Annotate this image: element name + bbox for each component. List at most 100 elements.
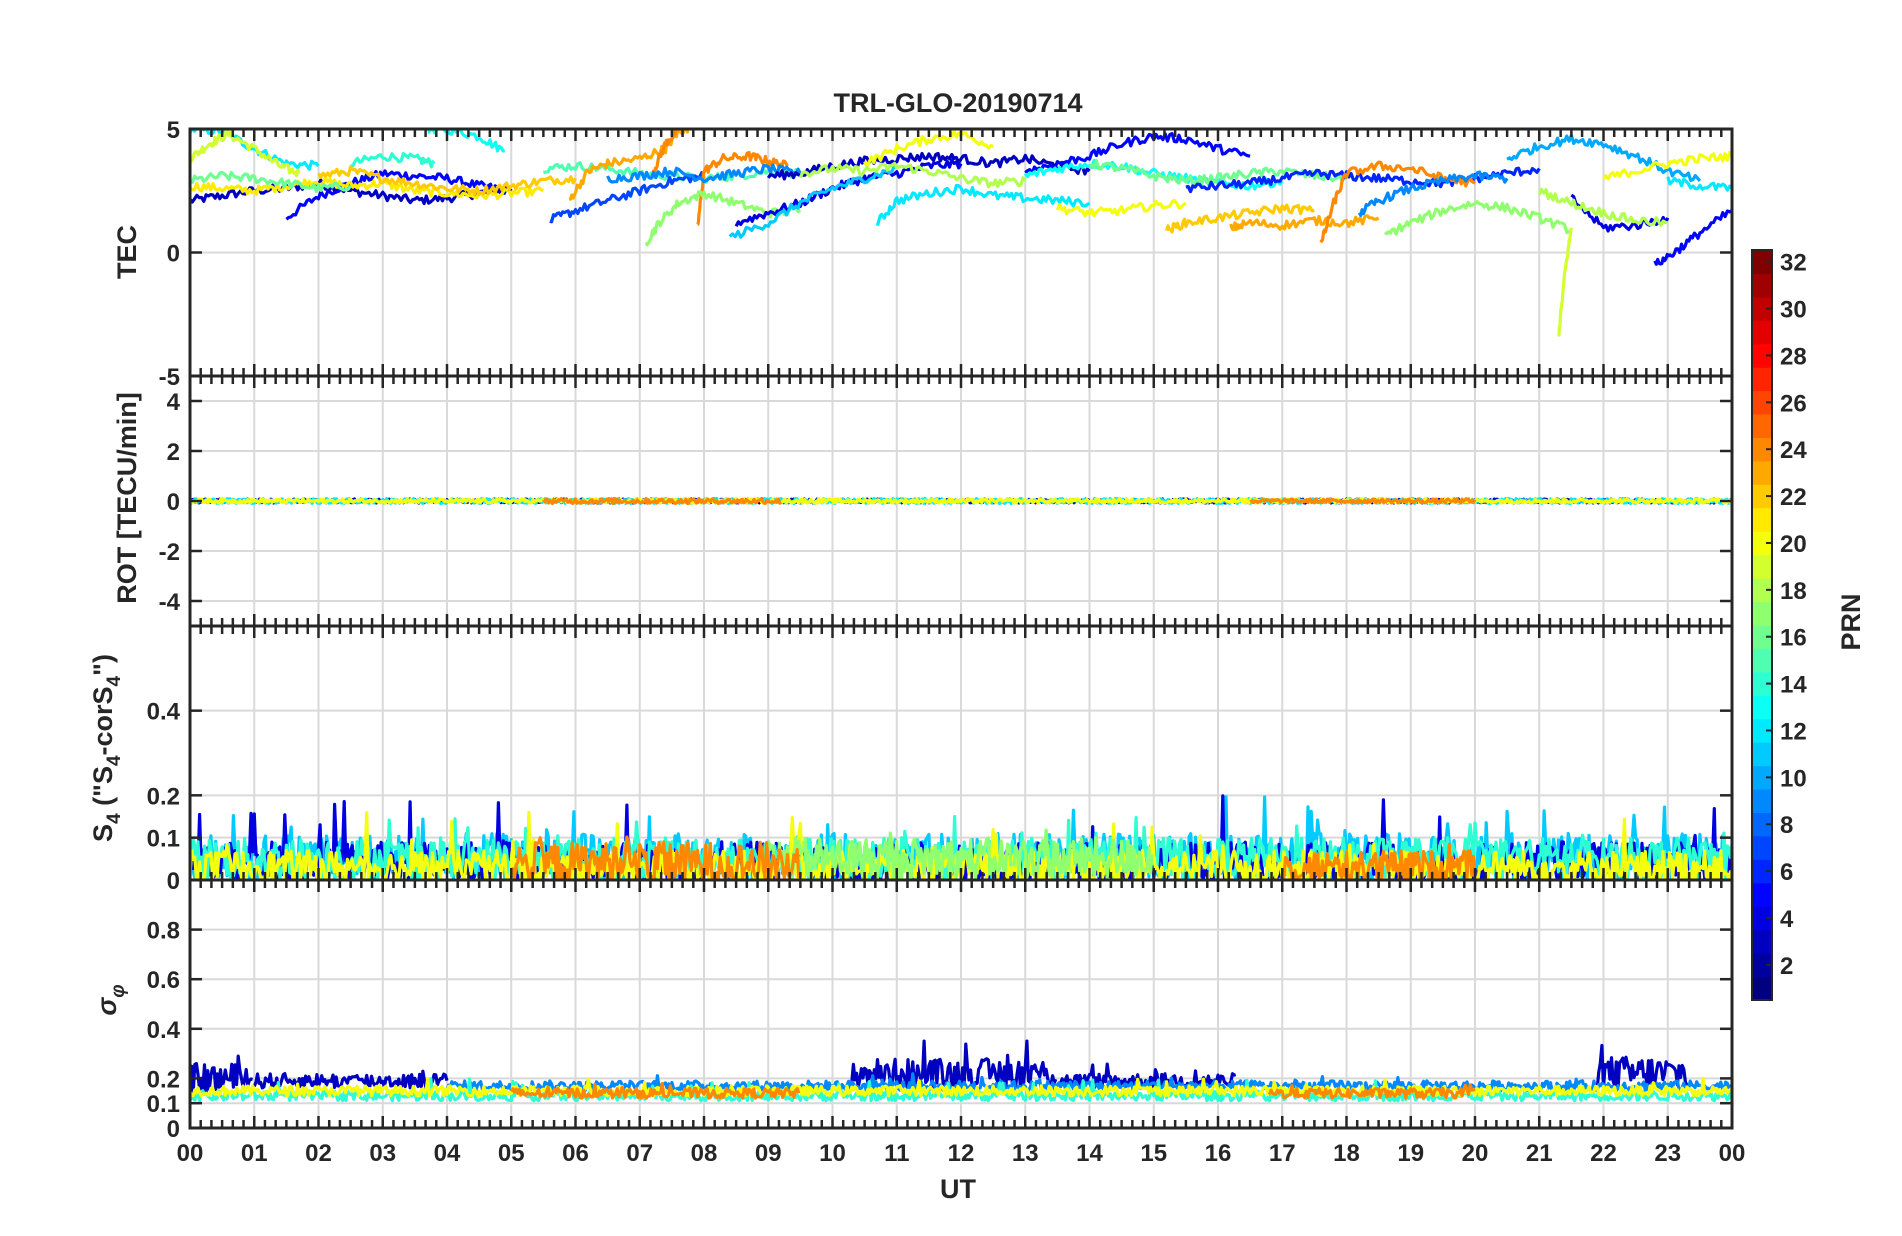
colorbar-segment <box>1752 718 1772 743</box>
series-line-prn-3 <box>850 1039 1058 1090</box>
sigma-label-sub: φ <box>108 984 129 997</box>
colorbar-segment <box>1752 414 1772 438</box>
y-tick-label: 0.4 <box>147 1017 181 1044</box>
series-line-prn-14 <box>350 152 436 169</box>
colorbar-segment <box>1752 695 1772 720</box>
series-line-prn-3 <box>190 1054 253 1095</box>
series-line-prn-20 <box>1055 198 1187 218</box>
y-tick-label: 0 <box>167 868 180 895</box>
tec-y-axis-label: TEC <box>112 225 142 279</box>
y-tick-label: 0.1 <box>147 826 180 853</box>
x-tick-label: 05 <box>498 1140 525 1167</box>
x-axis-label: UT <box>940 1174 976 1204</box>
x-tick-label: 10 <box>819 1140 846 1167</box>
series-line-prn-17 <box>766 828 1154 880</box>
x-tick-label: 07 <box>626 1140 653 1167</box>
x-tick-label: 12 <box>948 1140 975 1167</box>
colorbar-segment <box>1752 601 1772 626</box>
colorbar-tick-label: 18 <box>1780 578 1807 605</box>
series-line-prn-24 <box>509 1082 801 1100</box>
colorbar-segment <box>1752 929 1772 954</box>
colorbar-tick-label: 4 <box>1780 906 1794 933</box>
x-tick-label: 19 <box>1397 1140 1424 1167</box>
y-tick-label: 0.2 <box>147 783 180 810</box>
series-line-prn-24 <box>510 835 801 880</box>
series-line-prn-3 <box>252 1069 449 1090</box>
colorbar-segment <box>1752 390 1772 415</box>
data-series-group <box>190 1039 1732 1103</box>
y-tick-label: 0.8 <box>147 918 180 945</box>
series-line-prn-23 <box>568 129 692 202</box>
series-line-prn-12 <box>1666 176 1732 192</box>
y-tick-label: 0.4 <box>147 699 181 726</box>
colorbar-tick-label: 6 <box>1780 859 1793 886</box>
colorbar-segment <box>1752 953 1772 978</box>
sigma-label-main: σ <box>92 997 122 1016</box>
series-line-prn-12 <box>875 183 1091 227</box>
x-tick-label: 23 <box>1654 1140 1681 1167</box>
data-series-group <box>190 496 1732 506</box>
rot-panel: 4 2 0 -2 -4 <box>159 374 1734 628</box>
colorbar-segment <box>1752 789 1772 813</box>
y-tick-label: 0 <box>167 1116 180 1143</box>
y-tick-label: 0.6 <box>147 967 180 994</box>
colorbar-segment <box>1752 648 1772 673</box>
colorbar-segment <box>1752 484 1772 509</box>
colorbar-segment <box>1752 507 1772 532</box>
colorbar-tick-label: 24 <box>1780 437 1807 464</box>
rot-y-axis-label: ROT [TECU/min] <box>112 392 142 603</box>
y-tick-label: -4 <box>159 589 181 616</box>
s4-label-tail: -corS <box>88 686 118 755</box>
colorbar-segment <box>1752 343 1772 368</box>
series-line-prn-20 <box>863 130 994 169</box>
series-line-prn-19 <box>190 129 301 178</box>
colorbar-segment <box>1752 273 1772 298</box>
colorbar-segment <box>1752 625 1772 649</box>
colorbar-label: PRN <box>1836 593 1866 650</box>
y-tick-label: 4 <box>167 389 181 416</box>
series-line-prn-9 <box>606 163 802 184</box>
series-line-prn-19 <box>1557 227 1573 337</box>
s4-label-main: S <box>88 824 118 842</box>
s4-label-sub2: 4 <box>104 755 125 766</box>
series-line-prn-20 <box>190 1076 1732 1098</box>
y-tick-label: 2 <box>167 439 180 466</box>
x-tick-label: 06 <box>562 1140 589 1167</box>
colorbar-segment <box>1752 578 1772 603</box>
prn-colorbar: 32 30 28 26 24 22 20 18 16 14 12 10 8 6 4 2 <box>1751 249 1807 1001</box>
colorbar-tick-label: 10 <box>1780 765 1807 792</box>
colorbar-segment <box>1752 460 1772 485</box>
series-line-prn-7 <box>549 171 706 224</box>
x-tick-label: 11 <box>884 1140 909 1167</box>
series-line-prn-3 <box>1595 1043 1689 1091</box>
x-tick-label: 02 <box>305 1140 332 1167</box>
sigma-y-axis-label: σφ <box>92 984 129 1015</box>
x-tick-label: 00 <box>177 1140 204 1167</box>
s4-panel: 0.4 0.2 0.1 0 <box>147 624 1734 895</box>
series-line-prn-20 <box>1602 150 1732 181</box>
series-line-prn-16 <box>190 170 352 193</box>
x-tick-label: 00 <box>1719 1140 1746 1167</box>
colorbar-segment <box>1752 882 1772 907</box>
colorbar-tick-label: 16 <box>1780 625 1807 652</box>
y-tick-label: 5 <box>167 117 180 144</box>
series-line-prn-17 <box>1384 200 1573 236</box>
series-line-prn-9 <box>1357 170 1509 217</box>
y-tick-label: 0.2 <box>147 1066 180 1093</box>
x-tick-label: 09 <box>755 1140 782 1167</box>
y-tick-label: 0.1 <box>147 1091 180 1118</box>
colorbar-segment <box>1752 320 1772 345</box>
series-line-prn-22 <box>317 165 577 196</box>
x-tick-label: 14 <box>1076 1140 1103 1167</box>
series-line-prn-10 <box>1506 133 1702 182</box>
tec-panel: 5 0 -5 <box>159 117 1734 391</box>
colorbar-tick-label: 14 <box>1780 672 1807 699</box>
colorbar-segment <box>1752 835 1772 860</box>
colorbar-segment <box>1752 976 1772 1001</box>
x-tick-label: 21 <box>1526 1140 1553 1167</box>
colorbar-segment <box>1752 742 1772 767</box>
colorbar-segment <box>1752 367 1772 392</box>
series-line-prn-5 <box>285 169 513 221</box>
y-tick-label: 0 <box>167 241 180 268</box>
